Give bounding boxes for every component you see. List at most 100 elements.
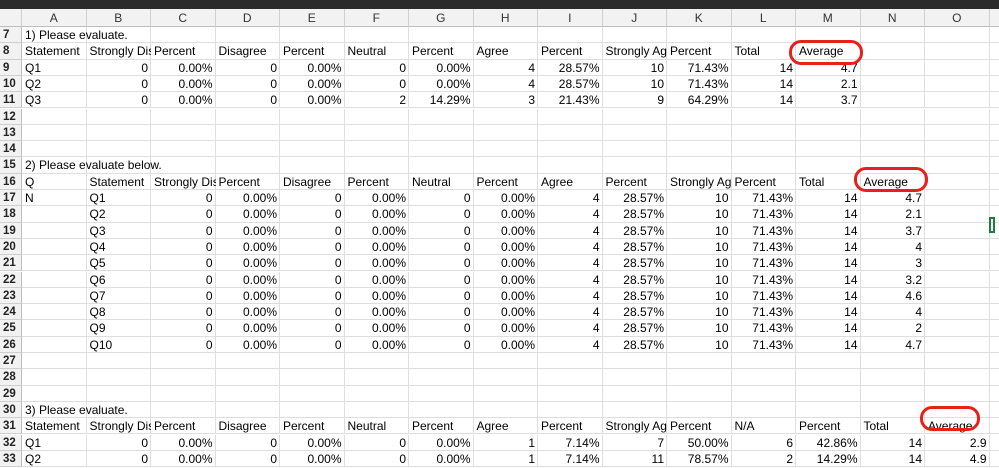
cell (344, 287, 409, 305)
cell-number: 0 (399, 76, 406, 91)
cell (473, 353, 538, 370)
cell (344, 336, 409, 353)
cell (989, 27, 999, 44)
cell (151, 450, 216, 468)
cell-text: Total (734, 44, 760, 59)
cell (796, 385, 861, 402)
cell (989, 109, 999, 125)
cell-number: 0.00% (371, 288, 406, 303)
cell-number: 28.57% (623, 272, 664, 287)
cell (409, 27, 474, 44)
cell (602, 124, 667, 142)
column-header: H (473, 9, 538, 27)
cell (215, 206, 280, 223)
cell-number: 0 (334, 321, 342, 336)
cell-text: Neutral (412, 174, 451, 189)
cell (473, 255, 538, 272)
cell-number: 4 (592, 288, 600, 303)
cell-number: 10 (650, 60, 664, 75)
cell (860, 385, 925, 402)
cell (22, 157, 87, 174)
cell (280, 369, 345, 386)
row-number: 32 (0, 434, 22, 451)
cell (22, 43, 87, 60)
cell (925, 418, 990, 435)
cell (602, 369, 667, 386)
cell-number: 4 (592, 239, 600, 254)
highlight-oval (920, 406, 980, 431)
cell-number: 0 (141, 451, 148, 466)
cell (22, 336, 87, 353)
cell-number: 28.57% (623, 191, 664, 205)
cell (344, 173, 409, 190)
cell (473, 75, 538, 93)
column-header: B (86, 9, 151, 27)
cell (280, 401, 345, 419)
cell (22, 320, 87, 337)
cell-text: Q10 (89, 337, 113, 352)
cell (925, 385, 990, 402)
cell (280, 320, 345, 337)
cell (409, 157, 474, 174)
cell (602, 92, 667, 109)
cell (796, 190, 861, 207)
cell (538, 173, 603, 190)
cell (796, 401, 861, 419)
cell (151, 238, 216, 256)
highlight-oval (854, 167, 928, 192)
cell-number: 4 (528, 60, 535, 75)
cell-text: Percent (541, 44, 583, 59)
cell (344, 353, 409, 370)
cell (151, 271, 216, 288)
cell (344, 206, 409, 223)
cell (151, 401, 216, 419)
cell-number: 28.57% (623, 239, 664, 254)
cell-number: 71.43% (752, 272, 793, 287)
cell (925, 222, 990, 239)
cell-number: 0.00% (307, 435, 342, 450)
cell-number: 0 (463, 337, 471, 352)
cell (796, 353, 861, 370)
cell-number: 0 (270, 76, 277, 91)
cell-number: 28.57% (623, 207, 664, 222)
row-number: 23 (0, 287, 22, 305)
cell-number: 0.00% (500, 321, 535, 336)
cell-number: 0.00% (242, 191, 277, 205)
cell (22, 206, 87, 223)
column-header: K (667, 9, 732, 27)
cell (989, 190, 999, 207)
cell (344, 222, 409, 239)
cell (409, 43, 474, 60)
cell-number: 2.1 (840, 76, 858, 91)
cell-number: 0.00% (178, 76, 213, 91)
cell (409, 304, 474, 321)
cell-number: 4 (592, 305, 600, 320)
cell (925, 190, 990, 207)
cell-number: 71.43% (752, 321, 793, 336)
cell-number: 28.57% (623, 337, 664, 352)
cell-number: 28.57% (558, 76, 600, 91)
cell-text: Percent (154, 44, 196, 59)
cell (860, 450, 925, 468)
cell (280, 418, 345, 435)
cell (280, 173, 345, 190)
cell (925, 75, 990, 93)
cell (86, 92, 151, 109)
cell-number: 42.86% (816, 435, 858, 450)
column-header: A (22, 9, 87, 27)
cell-number: 0.00% (242, 305, 277, 320)
cell-number: 0.00% (500, 272, 535, 287)
cell (538, 108, 603, 125)
cell (280, 27, 345, 44)
cell-number: 4 (592, 256, 600, 271)
column-header: C (151, 9, 216, 27)
cell-number: 10 (715, 191, 729, 205)
cell-number: 10 (715, 256, 729, 271)
cell (989, 272, 999, 288)
cell (409, 124, 474, 142)
cell-number: 4 (915, 239, 922, 254)
cell-number: 14 (844, 272, 858, 287)
cell (215, 320, 280, 337)
cell (602, 450, 667, 468)
cell-text: Q4 (89, 239, 106, 254)
